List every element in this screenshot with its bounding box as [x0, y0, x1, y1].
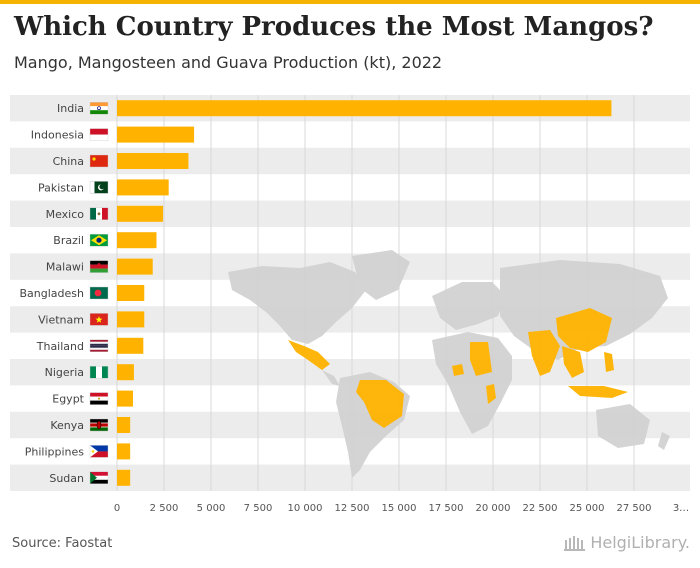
library-building-icon — [564, 535, 586, 551]
bar — [117, 285, 145, 301]
x-tick-label: 3… — [673, 503, 689, 514]
world-map — [228, 250, 670, 478]
bangladesh-flag-icon — [89, 286, 109, 300]
bar — [117, 364, 134, 381]
map-bangladesh-vietnam-thailand — [562, 346, 584, 378]
thailand-flag-icon — [89, 339, 109, 352]
x-tick-label: 17 500 — [429, 503, 464, 514]
map-brazil — [356, 380, 404, 428]
category-label: Mexico — [46, 208, 85, 221]
bars — [117, 100, 612, 486]
category-label: Bangladesh — [20, 287, 85, 300]
category-label: Sudan — [49, 472, 84, 485]
row-band — [10, 200, 690, 227]
category-label: Philippines — [25, 445, 85, 458]
china-flag-icon — [89, 154, 109, 168]
chart-subtitle: Mango, Mangosteen and Guava Production (… — [14, 53, 443, 72]
map-india-pakistan — [528, 330, 560, 376]
x-tick-label: 22 500 — [523, 503, 558, 514]
category-label: Kenya — [50, 419, 84, 432]
map-europe — [432, 282, 506, 330]
x-tick-label: 25 000 — [570, 503, 605, 514]
map-china — [556, 308, 612, 352]
indonesia-flag-icon — [89, 128, 109, 141]
category-label: Malawi — [46, 261, 84, 274]
bar — [117, 443, 131, 460]
map-central-america — [322, 370, 340, 386]
map-philippines — [604, 352, 614, 372]
x-tick-label: 12 500 — [335, 503, 370, 514]
category-label: Nigeria — [45, 366, 84, 379]
x-tick-label: 0 — [114, 503, 120, 514]
x-tick-label: 5 000 — [197, 503, 226, 514]
kenya-flag-icon — [89, 418, 109, 432]
x-tick-labels: 0 2 500 5 000 7 500 10 000 12 500 15 000 17 500… — [114, 503, 689, 514]
mexico-flag-icon — [89, 207, 109, 221]
map-africa — [432, 332, 512, 434]
flag-icons — [89, 101, 109, 484]
x-tick-label: 20 000 — [476, 503, 511, 514]
map-indonesia — [568, 386, 628, 398]
bar — [117, 469, 131, 486]
egypt-flag-icon — [89, 392, 109, 405]
map-greenland — [352, 250, 410, 300]
bar — [117, 311, 145, 328]
map-australia — [596, 404, 650, 448]
bar — [117, 417, 131, 433]
bar — [117, 390, 133, 407]
row-band — [10, 464, 690, 491]
map-new-zealand — [658, 432, 670, 450]
source-note: Source: Faostat — [12, 536, 113, 551]
category-label: China — [53, 155, 84, 168]
bar — [117, 179, 169, 196]
bar — [117, 258, 153, 275]
sudan-flag-icon — [89, 471, 109, 484]
map-sudan-egypt — [470, 342, 492, 376]
brazil-flag-icon — [89, 233, 109, 247]
logo-text: HelgiLibrary. — [590, 533, 690, 552]
map-kenya-malawi — [486, 384, 496, 404]
category-label: Vietnam — [38, 313, 84, 326]
helgi-library-logo: HelgiLibrary. — [564, 533, 690, 552]
top-accent-bar — [0, 0, 700, 4]
x-tick-label: 7 500 — [244, 503, 273, 514]
x-tick-label: 27 500 — [617, 503, 652, 514]
malawi-flag-icon — [89, 260, 109, 273]
bar — [117, 205, 164, 222]
row-band — [10, 147, 690, 175]
india-flag-icon — [89, 101, 109, 115]
bar — [117, 100, 612, 117]
philippines-flag-icon — [89, 445, 109, 458]
pakistan-flag-icon — [89, 181, 109, 194]
x-tick-label: 15 000 — [382, 503, 417, 514]
map-nigeria — [452, 364, 464, 376]
category-label: Brazil — [53, 234, 84, 247]
vietnam-flag-icon — [89, 313, 109, 326]
category-labels: India Indonesia China Pakistan Mexico Brazil M… — [20, 102, 85, 485]
category-label: Egypt — [52, 393, 84, 406]
category-label: Thailand — [36, 340, 84, 353]
bar — [117, 232, 157, 249]
bar — [117, 153, 189, 169]
category-label: Indonesia — [31, 129, 84, 142]
x-tick-label: 2 500 — [150, 503, 179, 514]
bar — [117, 337, 144, 354]
map-mexico — [288, 340, 330, 370]
nigeria-flag-icon — [89, 366, 109, 379]
bar — [117, 126, 195, 143]
map-north-america — [228, 262, 366, 344]
x-tick-label: 10 000 — [288, 503, 323, 514]
category-label: Pakistan — [38, 181, 84, 194]
chart-title: Which Country Produces the Most Mangos? — [14, 12, 654, 42]
category-label: India — [57, 102, 84, 115]
